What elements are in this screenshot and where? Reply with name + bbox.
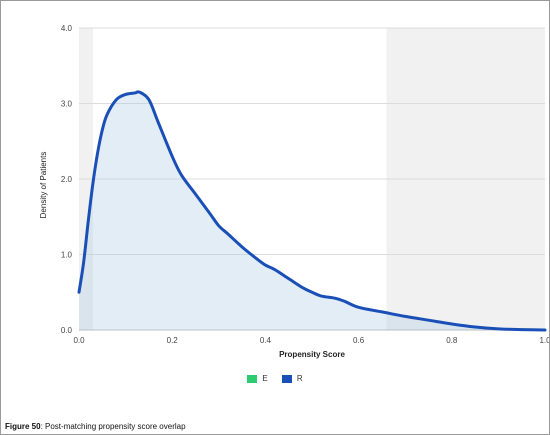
figure-caption-label: Figure 50 [5, 422, 41, 431]
legend-swatch-e [247, 374, 258, 383]
x-tick-label-5: 1.0 [539, 336, 549, 345]
y-axis-title: Density of Patients [39, 152, 48, 219]
series-r-area [79, 91, 545, 331]
x-tick-label-0: 0.0 [73, 336, 85, 345]
x-tick-label-3: 0.6 [353, 336, 365, 345]
legend: E R [1, 374, 549, 385]
series-r-line [77, 90, 547, 332]
x-axis-title: Propensity Score [279, 350, 345, 359]
legend-item-e[interactable]: E [247, 374, 268, 383]
legend-label-e: E [262, 374, 268, 383]
x-tick-label-4: 0.8 [446, 336, 458, 345]
y-tick-label-1: 1.0 [61, 251, 73, 260]
x-tick-label-2: 0.4 [260, 336, 272, 345]
figure-caption-text: : Post-matching propensity score overlap [40, 422, 186, 431]
figure-caption: Figure 50: Post-matching propensity scor… [5, 422, 186, 431]
x-tick-label-1: 0.2 [167, 336, 179, 345]
legend-swatch-r [281, 374, 292, 383]
legend-item-r[interactable]: R [281, 374, 303, 383]
y-tick-label-0: 0.0 [61, 326, 73, 335]
legend-label-r: R [296, 374, 303, 383]
y-tick-label-4: 4.0 [61, 24, 73, 33]
y-tick-label-2: 2.0 [61, 175, 73, 184]
y-tick-label-3: 3.0 [61, 100, 73, 109]
